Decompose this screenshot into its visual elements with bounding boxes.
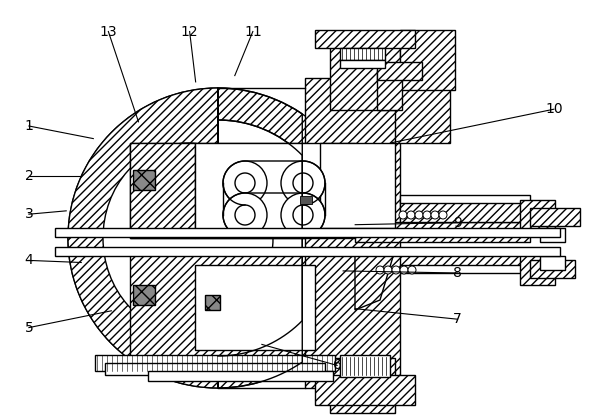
Ellipse shape (68, 88, 368, 388)
Ellipse shape (399, 211, 407, 219)
Bar (305, 78, 400, 388)
Bar (130, 143, 195, 238)
Bar (95, 355, 335, 371)
Ellipse shape (407, 211, 415, 219)
Bar (300, 196, 312, 204)
Bar (355, 250, 530, 270)
Bar (520, 200, 555, 235)
Text: 3: 3 (25, 207, 33, 221)
Text: 2: 2 (25, 169, 33, 184)
Bar (205, 295, 220, 310)
Bar (320, 143, 395, 228)
Text: 4: 4 (25, 253, 33, 268)
Ellipse shape (293, 205, 313, 225)
Bar (400, 250, 530, 268)
Ellipse shape (400, 266, 408, 274)
Bar (400, 195, 530, 203)
Bar (130, 143, 355, 238)
Bar (148, 371, 333, 381)
Text: 10: 10 (545, 102, 563, 116)
Ellipse shape (103, 143, 273, 333)
Text: 9: 9 (453, 215, 462, 230)
Ellipse shape (100, 120, 336, 356)
Ellipse shape (392, 266, 400, 274)
Bar (340, 355, 390, 377)
Ellipse shape (408, 266, 416, 274)
Ellipse shape (376, 266, 384, 274)
Bar (530, 208, 580, 226)
Ellipse shape (415, 211, 423, 219)
Ellipse shape (281, 193, 325, 237)
Bar (400, 200, 530, 222)
Bar (340, 48, 385, 60)
Bar (330, 35, 400, 110)
Bar (130, 248, 355, 363)
Bar (400, 265, 530, 273)
Bar (530, 260, 575, 278)
Bar (377, 62, 422, 80)
Bar (133, 170, 155, 190)
Bar (55, 247, 560, 256)
Bar (340, 60, 385, 68)
Bar (540, 228, 565, 242)
Bar (105, 363, 325, 375)
Bar (395, 88, 450, 143)
Text: 7: 7 (453, 312, 462, 326)
Bar (377, 70, 402, 110)
Ellipse shape (235, 173, 255, 193)
Bar (355, 222, 530, 242)
Ellipse shape (293, 173, 313, 193)
Polygon shape (355, 250, 395, 310)
Bar (195, 265, 315, 350)
Text: 5: 5 (25, 320, 33, 335)
Bar (330, 358, 395, 413)
Ellipse shape (423, 211, 431, 219)
Bar (520, 255, 555, 285)
Bar (133, 285, 155, 305)
Text: 6: 6 (333, 358, 341, 373)
Bar (540, 256, 565, 270)
Text: 12: 12 (181, 24, 199, 39)
Ellipse shape (281, 161, 325, 205)
Ellipse shape (235, 205, 255, 225)
Ellipse shape (439, 211, 447, 219)
Ellipse shape (223, 193, 267, 237)
Bar (315, 30, 415, 48)
Ellipse shape (431, 211, 439, 219)
Bar (400, 30, 455, 90)
Bar (195, 143, 355, 238)
Ellipse shape (223, 161, 267, 205)
Bar (55, 228, 560, 237)
Polygon shape (68, 88, 218, 388)
Text: 1: 1 (25, 119, 33, 133)
Text: 8: 8 (453, 266, 462, 280)
Ellipse shape (384, 266, 392, 274)
Bar (315, 375, 415, 405)
Text: 13: 13 (99, 24, 117, 39)
Text: 11: 11 (244, 24, 262, 39)
Text: shuotang: shuotang (444, 217, 476, 223)
